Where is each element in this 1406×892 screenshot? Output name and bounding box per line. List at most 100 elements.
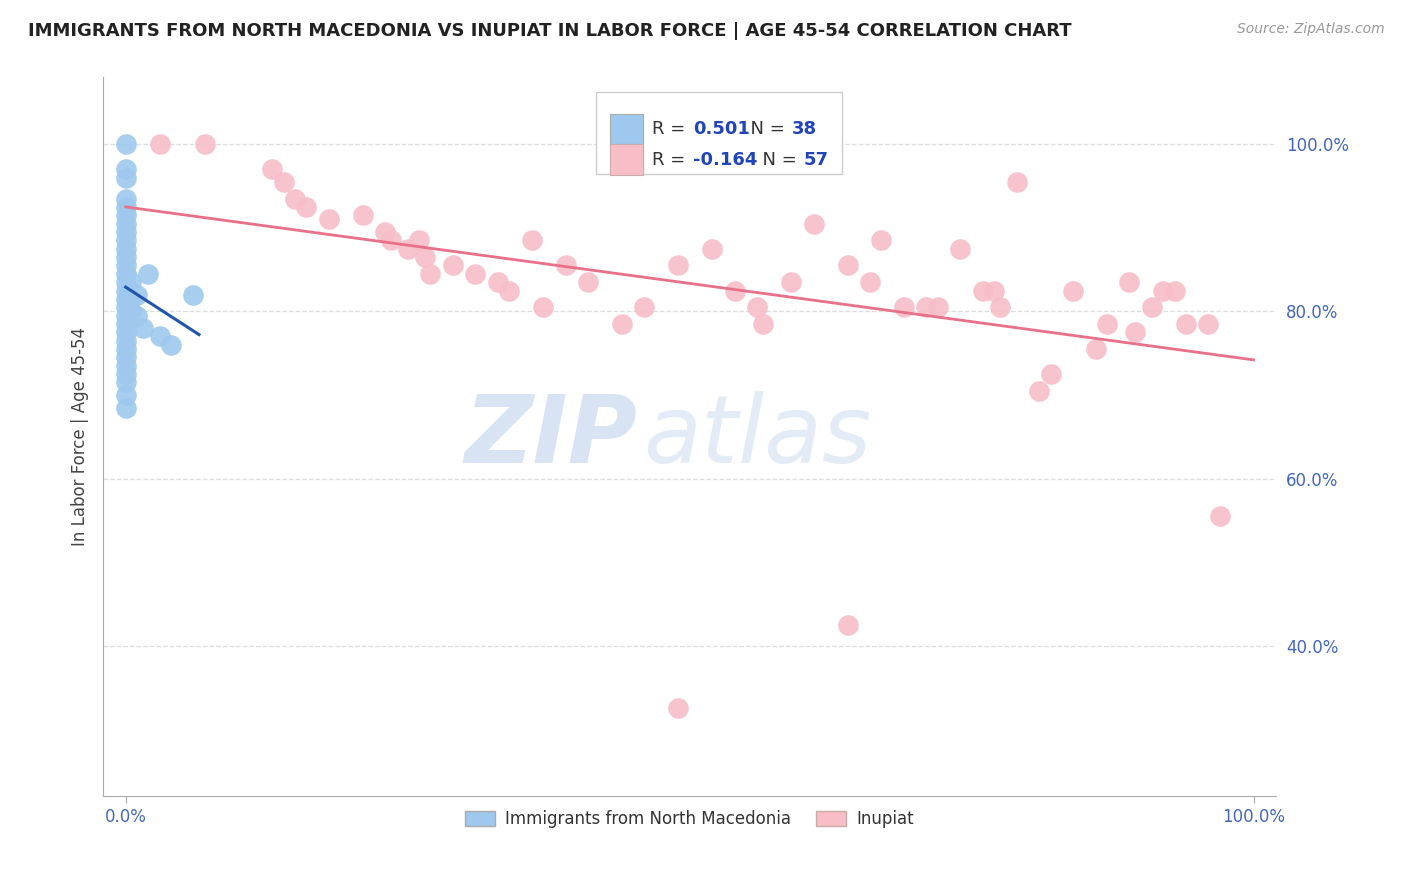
Point — [1123, 326, 1146, 340]
Point — [125, 287, 148, 301]
Point — [1028, 384, 1050, 398]
Point — [486, 275, 509, 289]
Point — [114, 208, 136, 222]
Point — [114, 225, 136, 239]
Point — [1118, 275, 1140, 289]
Point — [915, 300, 938, 314]
Point — [380, 233, 402, 247]
Text: atlas: atlas — [643, 392, 870, 483]
Point — [120, 275, 142, 289]
Point — [114, 267, 136, 281]
Point — [120, 304, 142, 318]
Point — [114, 309, 136, 323]
Point — [114, 242, 136, 256]
Point — [837, 617, 859, 632]
Point — [666, 259, 689, 273]
FancyBboxPatch shape — [610, 145, 643, 175]
Point — [131, 321, 153, 335]
Point — [396, 242, 419, 256]
Point — [125, 309, 148, 323]
Point — [413, 250, 436, 264]
Point — [633, 300, 655, 314]
Point — [114, 192, 136, 206]
Point — [893, 300, 915, 314]
Y-axis label: In Labor Force | Age 45-54: In Labor Force | Age 45-54 — [72, 327, 89, 546]
Point — [262, 162, 284, 177]
Point — [927, 300, 949, 314]
Point — [1163, 284, 1185, 298]
Point — [114, 376, 136, 390]
Point — [531, 300, 554, 314]
Point — [114, 233, 136, 247]
Point — [114, 367, 136, 381]
Point — [148, 137, 170, 152]
Point — [1095, 317, 1118, 331]
Point — [441, 259, 464, 273]
Point — [1140, 300, 1163, 314]
Point — [408, 233, 430, 247]
Point — [1197, 317, 1219, 331]
Text: R =: R = — [652, 120, 692, 138]
FancyBboxPatch shape — [596, 92, 842, 175]
Point — [837, 259, 859, 273]
Point — [610, 317, 633, 331]
Text: IMMIGRANTS FROM NORTH MACEDONIA VS INUPIAT IN LABOR FORCE | AGE 45-54 CORRELATIO: IMMIGRANTS FROM NORTH MACEDONIA VS INUPI… — [28, 22, 1071, 40]
FancyBboxPatch shape — [610, 114, 643, 145]
Text: N =: N = — [751, 151, 801, 169]
Point — [114, 334, 136, 348]
Legend: Immigrants from North Macedonia, Inupiat: Immigrants from North Macedonia, Inupiat — [458, 803, 921, 835]
Point — [780, 275, 803, 289]
Point — [859, 275, 882, 289]
Point — [114, 200, 136, 214]
Text: -0.164: -0.164 — [693, 151, 758, 169]
Point — [972, 284, 994, 298]
Point — [114, 137, 136, 152]
Point — [273, 175, 295, 189]
Point — [1209, 509, 1232, 524]
Point — [114, 250, 136, 264]
Point — [870, 233, 893, 247]
Point — [419, 267, 441, 281]
Point — [114, 342, 136, 356]
Point — [352, 208, 374, 222]
Point — [1174, 317, 1197, 331]
Point — [295, 200, 318, 214]
Text: Source: ZipAtlas.com: Source: ZipAtlas.com — [1237, 22, 1385, 37]
Point — [114, 284, 136, 298]
Point — [114, 326, 136, 340]
Point — [988, 300, 1011, 314]
Point — [318, 212, 340, 227]
Point — [666, 701, 689, 715]
Text: 57: 57 — [803, 151, 828, 169]
Point — [949, 242, 972, 256]
Point — [159, 338, 181, 352]
Point — [136, 267, 159, 281]
Point — [114, 300, 136, 314]
Point — [183, 287, 205, 301]
Point — [114, 388, 136, 402]
Text: R =: R = — [652, 151, 692, 169]
Point — [114, 359, 136, 373]
Point — [114, 401, 136, 415]
Text: ZIP: ZIP — [464, 391, 637, 483]
Point — [194, 137, 217, 152]
Point — [1062, 284, 1084, 298]
Point — [114, 170, 136, 185]
Point — [983, 284, 1005, 298]
Point — [114, 217, 136, 231]
Point — [120, 292, 142, 306]
Point — [148, 329, 170, 343]
Point — [114, 162, 136, 177]
Point — [114, 292, 136, 306]
Point — [464, 267, 486, 281]
Point — [520, 233, 543, 247]
Point — [576, 275, 599, 289]
Point — [114, 351, 136, 365]
Point — [1039, 367, 1062, 381]
Point — [803, 217, 825, 231]
Point — [1084, 342, 1107, 356]
Point — [1005, 175, 1028, 189]
Point — [724, 284, 747, 298]
Text: 0.501: 0.501 — [693, 120, 749, 138]
Point — [114, 275, 136, 289]
